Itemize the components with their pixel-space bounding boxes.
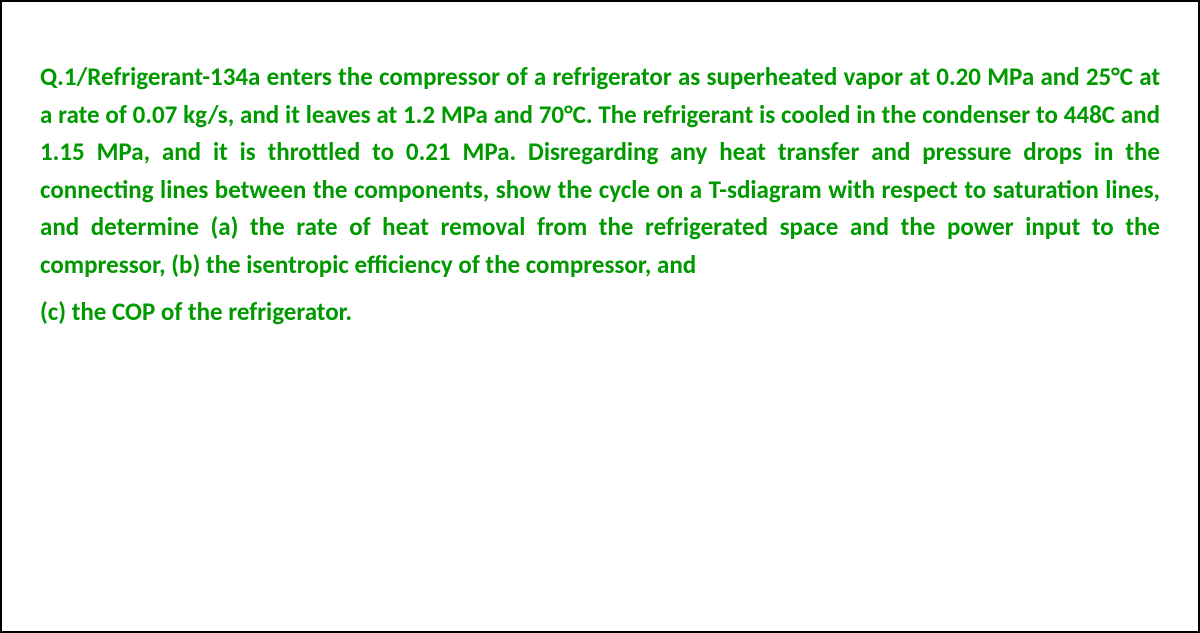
question-paragraph-1: Q.1/Refrigerant-134a enters the compress… (40, 58, 1160, 283)
question-container: Q.1/Refrigerant-134a enters the compress… (2, 2, 1198, 351)
question-paragraph-2: (c) the COP of the refrigerator. (40, 293, 1160, 331)
